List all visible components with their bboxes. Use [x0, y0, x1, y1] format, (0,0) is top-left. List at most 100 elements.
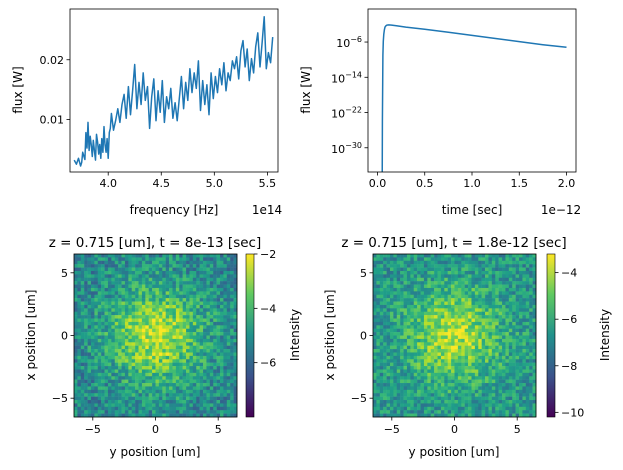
heatmap-cell — [417, 260, 421, 265]
heatmap-cell — [111, 291, 115, 295]
heatmap-cell — [508, 332, 513, 336]
heatmap-cell — [230, 413, 234, 418]
heatmap-cell — [491, 379, 496, 384]
heatmap-cell — [457, 318, 462, 323]
heatmap-cell — [471, 318, 476, 323]
heatmap-cell — [434, 349, 438, 353]
heatmap-cell — [138, 345, 143, 350]
heatmap-cell — [131, 298, 136, 302]
heatmap-cell — [189, 362, 194, 367]
heatmap-cell — [186, 257, 190, 262]
heatmap-cell — [124, 410, 129, 414]
heatmap-cell — [107, 342, 112, 346]
heatmap-cell — [423, 396, 428, 401]
heatmap-cell — [107, 318, 112, 323]
heatmap-cell — [145, 359, 149, 363]
heatmap-cell — [138, 400, 143, 404]
heatmap-cell — [189, 254, 194, 258]
heatmap-cell — [148, 311, 153, 316]
heatmap-cell — [158, 349, 163, 353]
heatmap-cell — [508, 366, 513, 370]
heatmap-cell — [396, 359, 401, 363]
heatmap-cell — [141, 383, 146, 387]
heatmap-cell — [478, 369, 482, 374]
heatmap-cell — [502, 352, 506, 357]
heatmap-cell — [525, 413, 530, 418]
heatmap-cell — [94, 332, 99, 336]
heatmap-cell — [107, 332, 112, 336]
heatmap-cell — [90, 325, 95, 329]
heatmap-cell — [396, 335, 401, 340]
heatmap-cell — [230, 274, 234, 279]
heatmap-cell — [393, 270, 398, 275]
heatmap-cell — [474, 298, 479, 302]
heatmap-cell — [175, 325, 180, 329]
heatmap-cell — [474, 260, 479, 265]
heatmap-cell — [461, 335, 465, 340]
heatmap-cell — [172, 369, 177, 374]
heatmap-cell — [90, 264, 95, 268]
heatmap-cell — [77, 386, 82, 391]
heatmap-cell — [209, 328, 214, 333]
heatmap-cell — [423, 267, 428, 272]
heatmap-cell — [135, 383, 139, 387]
heatmap-cell — [230, 332, 234, 336]
heatmap-cell — [172, 264, 177, 268]
heatmap-cell — [400, 274, 404, 279]
heatmap-cell — [165, 281, 170, 285]
heatmap-cell — [468, 359, 472, 363]
heatmap-cell — [135, 342, 139, 346]
heatmap-cell — [495, 400, 499, 404]
heatmap-cell — [444, 335, 448, 340]
heatmap-cell — [203, 260, 207, 265]
heatmap-cell — [155, 406, 160, 411]
heatmap-cell — [141, 379, 146, 384]
heatmap-cell — [182, 311, 187, 316]
heatmap-cell — [495, 393, 499, 397]
heatmap-cell — [481, 338, 486, 343]
heatmap-cell — [138, 318, 143, 323]
heatmap-cell — [491, 410, 496, 414]
heatmap-cell — [461, 369, 465, 374]
heatmap-cell — [440, 264, 445, 268]
heatmap-cell — [461, 410, 465, 414]
heatmap-cell — [206, 400, 211, 404]
heatmap-cell — [141, 338, 146, 343]
heatmap-cell — [97, 274, 102, 279]
heatmap-cell — [104, 376, 109, 380]
heatmap-cell — [386, 366, 391, 370]
heatmap-cell — [373, 342, 377, 346]
heatmap-cell — [512, 345, 516, 350]
heatmap-cell — [152, 325, 156, 329]
heatmap-cell — [410, 342, 414, 346]
heatmap-cell — [447, 335, 452, 340]
heatmap-cell — [488, 355, 493, 360]
heatmap-cell — [138, 294, 143, 299]
heatmap-cell — [121, 281, 126, 285]
heatmap-cell — [447, 321, 452, 326]
heatmap-cell — [525, 308, 530, 312]
heatmap-cell — [406, 257, 411, 262]
heatmap-cell — [454, 400, 459, 404]
heatmap-cell — [389, 315, 394, 319]
heatmap-cell — [505, 345, 510, 350]
heatmap-cell — [206, 389, 211, 394]
heatmap-cell — [447, 376, 452, 380]
heatmap-cell — [529, 318, 533, 323]
heatmap-cell — [447, 264, 452, 268]
heatmap-cell — [104, 284, 109, 289]
heatmap-cell — [114, 342, 119, 346]
heatmap-cell — [94, 386, 99, 391]
heatmap-cell — [451, 359, 455, 363]
heatmap-cell — [393, 349, 398, 353]
heatmap-cell — [158, 332, 163, 336]
heatmap-cell — [430, 304, 435, 309]
heatmap-cell — [406, 376, 411, 380]
heatmap-cell — [461, 372, 465, 377]
heatmap-cell — [474, 304, 479, 309]
heatmap-cell — [491, 345, 496, 350]
heatmap-cell — [457, 277, 462, 282]
heatmap-cell — [179, 366, 183, 370]
heatmap-cell — [101, 342, 105, 346]
heatmap-cell — [502, 301, 506, 306]
